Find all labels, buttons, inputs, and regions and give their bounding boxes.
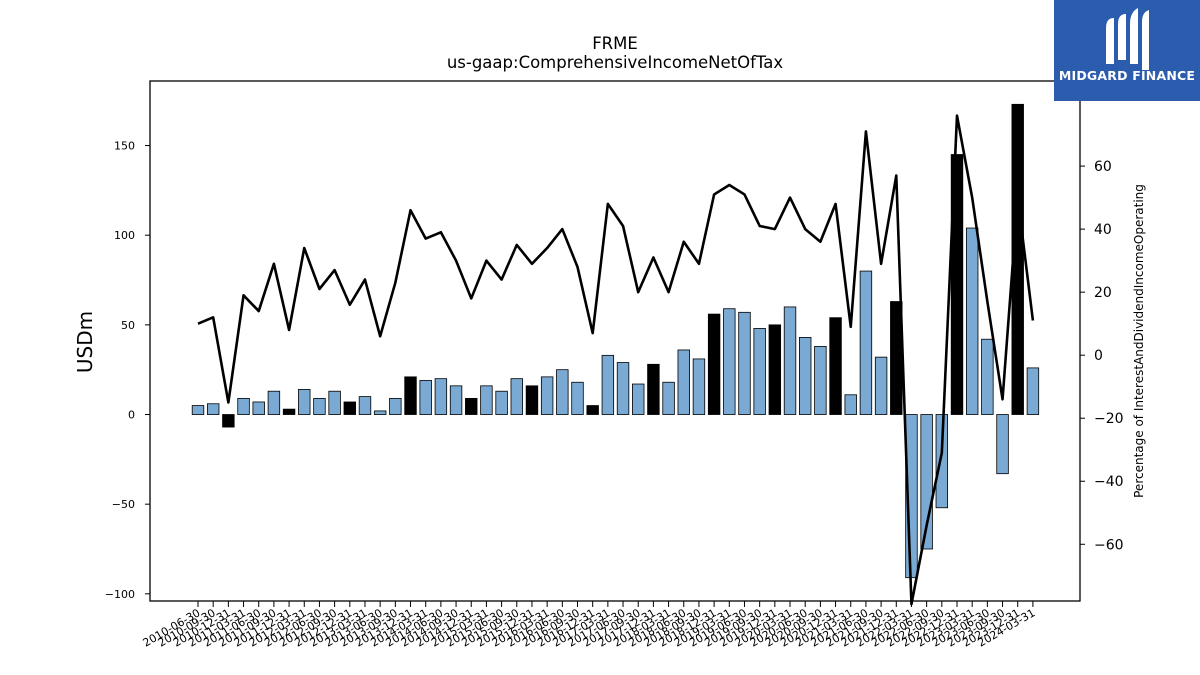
y-tick-label: 150: [114, 140, 135, 153]
bar: [434, 378, 448, 415]
bar: [844, 394, 857, 415]
bar: [540, 376, 554, 415]
y2-tick-label: 20: [1094, 285, 1112, 301]
bar: [996, 414, 1009, 475]
bar: [206, 403, 220, 415]
bar: [920, 414, 933, 550]
y2-axis-label: Percentage of InterestAndDividendIncomeO…: [1132, 184, 1146, 498]
bar: [191, 405, 205, 415]
bar: [449, 385, 463, 415]
bar: [419, 380, 432, 415]
series-line: [197, 114, 1035, 606]
bar: [510, 378, 523, 415]
bar: [965, 227, 979, 415]
brand-logo: MIDGARD FINANCE: [1054, 0, 1200, 101]
bar: [707, 313, 721, 415]
bar: [950, 154, 964, 415]
bar: [586, 405, 599, 415]
chart-title: FRME: [592, 34, 638, 53]
bar: [267, 390, 281, 415]
bar: [298, 389, 311, 415]
bar: [480, 385, 493, 415]
y-tick-label: 0: [128, 409, 135, 422]
bar: [373, 410, 387, 415]
bar: [723, 308, 736, 415]
y2-tick-label: 0: [1094, 348, 1103, 364]
y-axis-label: USDm: [73, 311, 97, 373]
bar: [389, 397, 402, 415]
bar: [935, 414, 949, 509]
y2-tick-label: −20: [1094, 411, 1124, 427]
bar: [222, 414, 235, 428]
bar: [738, 311, 751, 415]
bar: [404, 376, 417, 415]
bar: [237, 397, 250, 415]
bar: [313, 397, 326, 415]
bar: [358, 396, 372, 415]
y-tick-label: −50: [112, 498, 135, 511]
bar: [252, 401, 265, 415]
bar: [677, 349, 690, 415]
y2-tick-label: 40: [1094, 222, 1112, 238]
bar: [632, 383, 645, 415]
bar: [662, 381, 675, 415]
bar: [859, 270, 873, 415]
y2-tick-label: −60: [1094, 537, 1124, 553]
brand-name: MIDGARD FINANCE: [1058, 68, 1196, 83]
bar: [799, 337, 812, 415]
chart-subtitle: us-gaap:ComprehensiveIncomeNetOfTax: [447, 53, 784, 72]
y-tick-label: 50: [121, 319, 135, 332]
bar: [753, 328, 766, 415]
bar: [874, 356, 888, 415]
bar: [692, 358, 706, 415]
bar: [601, 354, 615, 415]
bar: [571, 381, 584, 415]
bar: [556, 369, 569, 415]
bar: [495, 390, 508, 415]
bar: [829, 317, 842, 415]
bar: [783, 306, 797, 415]
bar: [1026, 367, 1040, 415]
y-tick-label: −100: [105, 588, 135, 601]
y2-tick-label: −40: [1094, 474, 1124, 490]
bar: [616, 362, 630, 415]
bar: [981, 338, 994, 415]
y-tick-label: 100: [114, 229, 135, 242]
bar: [768, 324, 782, 415]
bar: [282, 408, 296, 415]
bar: [647, 363, 660, 415]
plot-frame: [149, 80, 1081, 602]
bar: [525, 385, 539, 415]
midgard-logo-icon: [1106, 8, 1149, 70]
bar: [328, 390, 341, 415]
y2-tick-label: 60: [1094, 159, 1112, 175]
bar: [814, 345, 827, 415]
bar: [343, 401, 357, 415]
bar: [465, 397, 478, 415]
